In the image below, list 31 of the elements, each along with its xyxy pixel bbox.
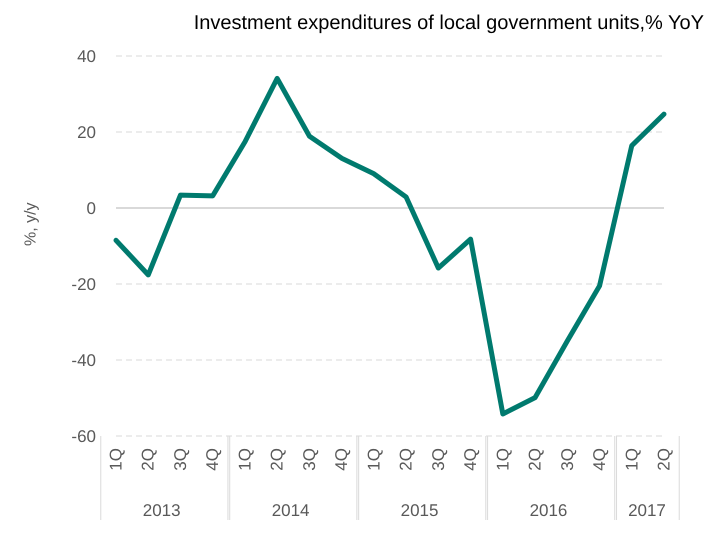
x-tick-label: 2Q — [396, 448, 416, 471]
x-tick-label: 4Q — [461, 448, 480, 471]
x-tick-label: 2Q — [138, 448, 158, 471]
x-tick-label: 3Q — [300, 448, 319, 471]
text: 2017 — [628, 501, 666, 520]
text: 2015 — [400, 501, 438, 520]
y-tick-label: -60 — [71, 427, 96, 446]
x-tick-label: 2Q — [526, 448, 545, 471]
x-tick-label: 3Q — [558, 448, 577, 471]
x-tick-label: 3Q — [428, 448, 448, 471]
y-tick-label: 20 — [77, 123, 96, 142]
x-tick-label: 3Q — [170, 448, 190, 471]
chart-title: Investment expenditures of local government units,% YoY — [192, 11, 704, 36]
y-tick-label: 0 — [86, 199, 96, 218]
x-tick-label: 4Q — [590, 448, 610, 471]
x-tick-label: 4Q — [203, 448, 222, 471]
y-tick-label: 40 — [77, 47, 96, 66]
x-tick-label: 1Q — [622, 448, 642, 471]
x-tick-label: 1Q — [364, 448, 384, 471]
y-axis-title: %, y/y — [22, 202, 40, 246]
text: 2014 — [272, 501, 310, 520]
x-tick-label: 2Q — [654, 448, 674, 471]
x-tick-label: 1Q — [235, 448, 254, 471]
y-tick-label: -40 — [71, 351, 96, 370]
x-tick-label: 2Q — [268, 448, 287, 471]
text: 2013 — [142, 501, 181, 520]
text: 2016 — [530, 501, 568, 520]
x-tick-label: 1Q — [106, 448, 126, 471]
x-tick-label: 4Q — [332, 448, 352, 471]
x-tick-label: 1Q — [493, 448, 512, 471]
y-tick-label: -20 — [71, 275, 96, 294]
